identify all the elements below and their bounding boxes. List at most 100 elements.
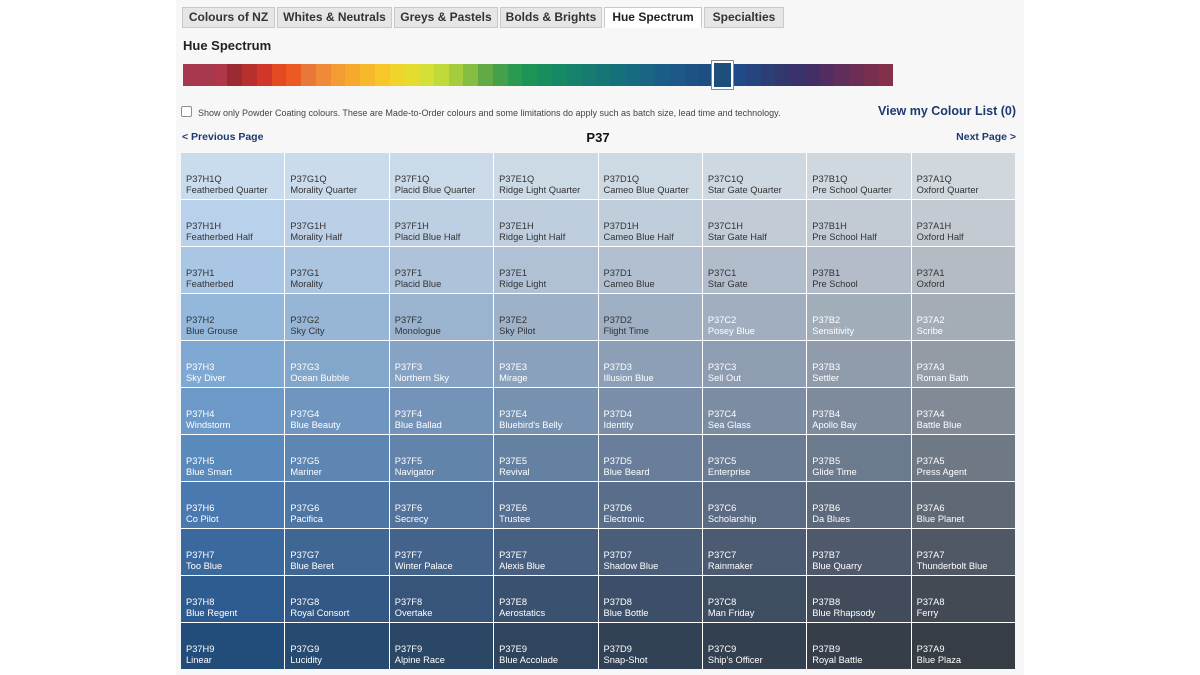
- colour-cell[interactable]: P37B8 Blue Rhapsody: [807, 576, 911, 622]
- spectrum-swatch[interactable]: [301, 64, 316, 86]
- colour-cell[interactable]: P37H8 Blue Regent: [181, 576, 285, 622]
- colour-cell[interactable]: P37C1 Star Gate: [702, 247, 807, 293]
- spectrum-swatch[interactable]: [345, 64, 360, 86]
- colour-cell[interactable]: P37E1Q Ridge Light Quarter: [494, 153, 598, 199]
- colour-cell[interactable]: P37H4 Windstorm: [181, 388, 285, 434]
- spectrum-swatch[interactable]: [760, 64, 776, 86]
- spectrum-swatch[interactable]: [669, 64, 685, 86]
- colour-cell[interactable]: P37D2 Flight Time: [598, 294, 702, 340]
- colour-cell[interactable]: P37A2 Scribe: [911, 294, 1015, 340]
- colour-cell[interactable]: P37C2 Posey Blue: [702, 294, 807, 340]
- colour-cell[interactable]: P37D1H Cameo Blue Half: [598, 200, 702, 246]
- colour-cell[interactable]: P37H1 Featherbed: [181, 247, 285, 293]
- next-page-link[interactable]: Next Page >: [956, 131, 1016, 143]
- colour-cell[interactable]: P37G1Q Morality Quarter: [285, 153, 389, 199]
- tab-whites-neutrals[interactable]: Whites & Neutrals: [277, 7, 392, 28]
- spectrum-swatch[interactable]: [655, 64, 670, 86]
- colour-cell[interactable]: P37C8 Man Friday: [702, 576, 807, 622]
- colour-cell[interactable]: P37D8 Blue Bottle: [598, 576, 702, 622]
- spectrum-swatch[interactable]: [537, 64, 552, 86]
- colour-cell[interactable]: P37H9 Linear: [181, 623, 285, 669]
- spectrum-swatch[interactable]: [492, 64, 508, 86]
- tab-specialties[interactable]: Specialties: [704, 7, 784, 28]
- spectrum-swatch-selected[interactable]: [714, 63, 731, 87]
- colour-cell[interactable]: P37E7 Alexis Blue: [494, 529, 598, 575]
- colour-cell[interactable]: P37H6 Co Pilot: [181, 482, 285, 528]
- colour-cell[interactable]: P37B6 Da Blues: [807, 482, 911, 528]
- colour-cell[interactable]: P37B4 Apollo Bay: [807, 388, 911, 434]
- spectrum-swatch[interactable]: [819, 64, 835, 86]
- tab-bolds-brights[interactable]: Bolds & Brights: [500, 7, 602, 28]
- spectrum-swatch[interactable]: [551, 64, 567, 86]
- colour-cell[interactable]: P37A3 Roman Bath: [911, 341, 1015, 387]
- spectrum-swatch[interactable]: [566, 64, 582, 86]
- tab-colours-of-nz[interactable]: Colours of NZ: [182, 7, 275, 28]
- spectrum-swatch[interactable]: [389, 64, 405, 86]
- spectrum-swatch[interactable]: [433, 64, 449, 86]
- colour-cell[interactable]: P37E8 Aerostatics: [494, 576, 598, 622]
- spectrum-swatch[interactable]: [404, 64, 419, 86]
- colour-cell[interactable]: P37A1Q Oxford Quarter: [911, 153, 1015, 199]
- colour-cell[interactable]: P37D1 Cameo Blue: [598, 247, 702, 293]
- spectrum-swatch[interactable]: [625, 64, 641, 86]
- colour-cell[interactable]: P37H5 Blue Smart: [181, 435, 285, 481]
- spectrum-swatch[interactable]: [197, 64, 213, 86]
- spectrum-swatch[interactable]: [834, 64, 849, 86]
- colour-cell[interactable]: P37G8 Royal Consort: [285, 576, 389, 622]
- colour-cell[interactable]: P37C7 Rainmaker: [702, 529, 807, 575]
- colour-cell[interactable]: P37D1Q Cameo Blue Quarter: [598, 153, 702, 199]
- colour-cell[interactable]: P37H1H Featherbed Half: [181, 200, 285, 246]
- spectrum-swatch[interactable]: [610, 64, 626, 86]
- tab-hue-spectrum[interactable]: Hue Spectrum: [604, 7, 702, 28]
- spectrum-swatch[interactable]: [684, 64, 700, 86]
- spectrum-swatch[interactable]: [448, 64, 464, 86]
- spectrum-swatch[interactable]: [863, 64, 879, 86]
- colour-cell[interactable]: P37F8 Overtake: [389, 576, 494, 622]
- spectrum-swatch[interactable]: [315, 64, 331, 86]
- colour-cell[interactable]: P37B1Q Pre School Quarter: [807, 153, 911, 199]
- colour-cell[interactable]: P37H3 Sky Diver: [181, 341, 285, 387]
- colour-cell[interactable]: P37E2 Sky Pilot: [494, 294, 598, 340]
- colour-cell[interactable]: P37C9 Ship's Officer: [702, 623, 807, 669]
- colour-cell[interactable]: P37E5 Revival: [494, 435, 598, 481]
- colour-cell[interactable]: P37F7 Winter Palace: [389, 529, 494, 575]
- spectrum-swatch[interactable]: [507, 64, 523, 86]
- powder-coating-checkbox[interactable]: [181, 106, 192, 117]
- colour-cell[interactable]: P37F5 Navigator: [389, 435, 494, 481]
- spectrum-swatch[interactable]: [183, 64, 198, 86]
- colour-cell[interactable]: P37C1Q Star Gate Quarter: [702, 153, 807, 199]
- colour-cell[interactable]: P37F2 Monologue: [389, 294, 494, 340]
- spectrum-swatch[interactable]: [419, 64, 434, 86]
- spectrum-swatch[interactable]: [699, 64, 714, 86]
- colour-cell[interactable]: P37G1H Morality Half: [285, 200, 389, 246]
- colour-cell[interactable]: P37A7 Thunderbolt Blue: [911, 529, 1015, 575]
- colour-cell[interactable]: P37C5 Enterprise: [702, 435, 807, 481]
- colour-cell[interactable]: P37A5 Press Agent: [911, 435, 1015, 481]
- colour-cell[interactable]: P37D5 Blue Beard: [598, 435, 702, 481]
- colour-cell[interactable]: P37G6 Pacifica: [285, 482, 389, 528]
- spectrum-swatch[interactable]: [242, 64, 257, 86]
- colour-cell[interactable]: P37G2 Sky City: [285, 294, 389, 340]
- spectrum-swatch[interactable]: [463, 64, 478, 86]
- colour-cell[interactable]: P37G7 Blue Beret: [285, 529, 389, 575]
- colour-cell[interactable]: P37E4 Bluebird's Belly: [494, 388, 598, 434]
- spectrum-swatch[interactable]: [596, 64, 611, 86]
- spectrum-swatch[interactable]: [286, 64, 301, 86]
- colour-cell[interactable]: P37F4 Blue Ballad: [389, 388, 494, 434]
- colour-cell[interactable]: P37F1 Placid Blue: [389, 247, 494, 293]
- spectrum-swatch[interactable]: [878, 64, 894, 86]
- colour-cell[interactable]: P37E3 Mirage: [494, 341, 598, 387]
- colour-cell[interactable]: P37E9 Blue Accolade: [494, 623, 598, 669]
- colour-cell[interactable]: P37C4 Sea Glass: [702, 388, 807, 434]
- colour-cell[interactable]: P37D6 Electronic: [598, 482, 702, 528]
- colour-cell[interactable]: P37B2 Sensitivity: [807, 294, 911, 340]
- colour-cell[interactable]: P37F6 Secrecy: [389, 482, 494, 528]
- colour-cell[interactable]: P37D4 Identity: [598, 388, 702, 434]
- colour-cell[interactable]: P37G1 Morality: [285, 247, 389, 293]
- colour-cell[interactable]: P37D9 Snap-Shot: [598, 623, 702, 669]
- spectrum-swatch[interactable]: [374, 64, 390, 86]
- colour-cell[interactable]: P37E1 Ridge Light: [494, 247, 598, 293]
- spectrum-swatch[interactable]: [804, 64, 820, 86]
- colour-cell[interactable]: P37E6 Trustee: [494, 482, 598, 528]
- colour-cell[interactable]: P37H7 Too Blue: [181, 529, 285, 575]
